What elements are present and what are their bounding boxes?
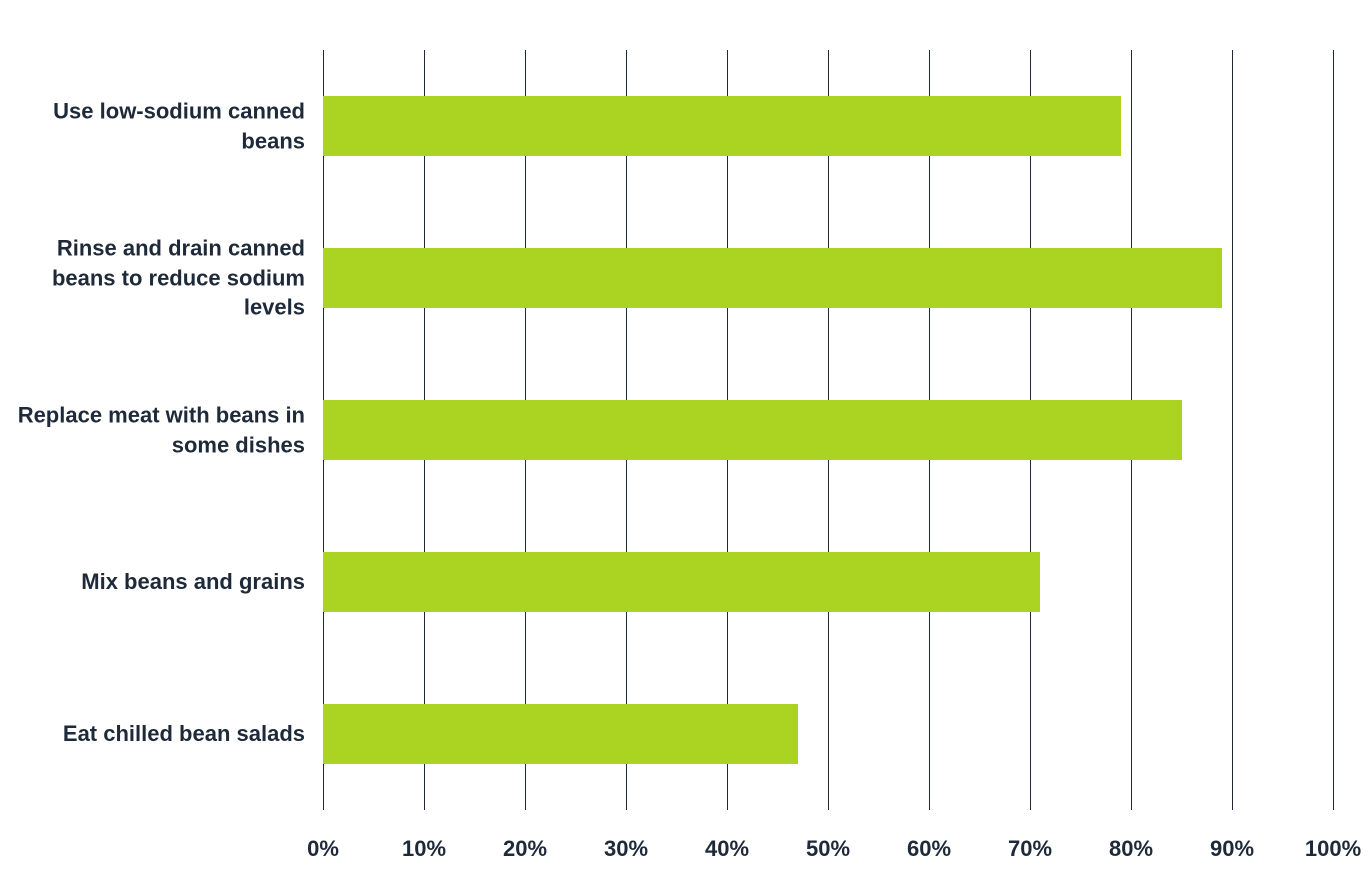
- x-tick-label: 90%: [1210, 836, 1254, 862]
- bar: [323, 96, 1121, 156]
- x-tick-label: 30%: [604, 836, 648, 862]
- x-tick-label: 10%: [402, 836, 446, 862]
- x-tick-label: 80%: [1109, 836, 1153, 862]
- bar: [323, 552, 1040, 612]
- y-category-label: Mix beans and grains: [5, 567, 305, 597]
- bar: [323, 400, 1182, 460]
- bar: [323, 704, 798, 764]
- y-category-label: Use low-sodium canned beans: [5, 96, 305, 155]
- bar: [323, 248, 1222, 308]
- plot-area: 0%10%20%30%40%50%60%70%80%90%100%Use low…: [323, 50, 1333, 810]
- x-tick-label: 60%: [907, 836, 951, 862]
- y-category-label: Eat chilled bean salads: [5, 719, 305, 749]
- gridline: [1232, 50, 1233, 810]
- x-tick-label: 50%: [806, 836, 850, 862]
- bar-chart: 0% 10% 20% 30% 40% 50% 60% 70% 80% 90% 100% Use low…: [0, 0, 1368, 881]
- gridline: [1333, 50, 1334, 810]
- x-tick-label: 40%: [705, 836, 749, 862]
- y-category-label: Replace meat with beans in some dishes: [5, 400, 305, 459]
- x-tick-label: 100%: [1305, 836, 1361, 862]
- x-tick-label: 70%: [1008, 836, 1052, 862]
- x-tick-label: 20%: [503, 836, 547, 862]
- x-tick-label: 0%: [307, 836, 339, 862]
- y-category-label: Rinse and drain canned beans to reduce s…: [5, 233, 305, 322]
